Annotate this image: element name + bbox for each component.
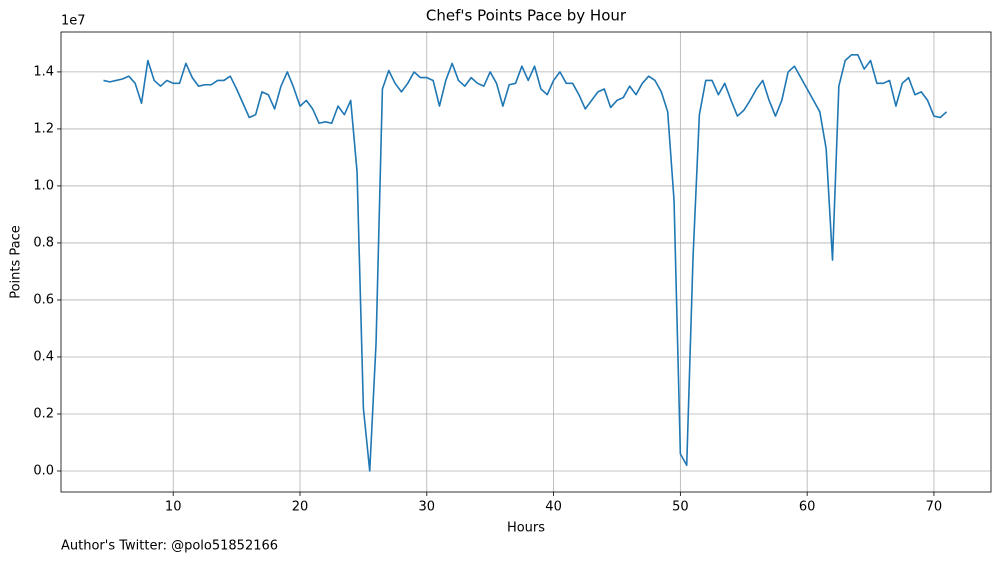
y-tick-label: 1.4	[33, 64, 54, 79]
chart-title: Chef's Points Pace by Hour	[426, 7, 627, 25]
plot-frame	[60, 31, 992, 493]
x-tick-label: 40	[545, 500, 562, 515]
y-axis-label: Points Pace	[9, 225, 24, 299]
y-tick-label: 1.0	[33, 178, 54, 193]
y-tick-label: 0.6	[33, 292, 54, 307]
x-tick-label: 30	[419, 500, 436, 515]
y-offset-label: 1e7	[61, 14, 86, 29]
y-tick-label: 0.4	[33, 349, 54, 364]
y-tick-label: 0.2	[33, 406, 54, 421]
x-tick-label: 10	[165, 500, 182, 515]
x-tick-label: 20	[292, 500, 309, 515]
y-tick-label: 1.2	[33, 121, 54, 136]
y-tick-label: 0.0	[33, 463, 54, 478]
x-axis-label: Hours	[507, 521, 545, 536]
x-tick-label: 50	[672, 500, 689, 515]
data-line	[103, 54, 948, 472]
y-tick-label: 0.8	[33, 235, 54, 250]
x-tick-label: 70	[926, 500, 943, 515]
footer: Author's Twitter: @polo51852166	[61, 539, 278, 554]
x-tick-label: 60	[799, 500, 816, 515]
